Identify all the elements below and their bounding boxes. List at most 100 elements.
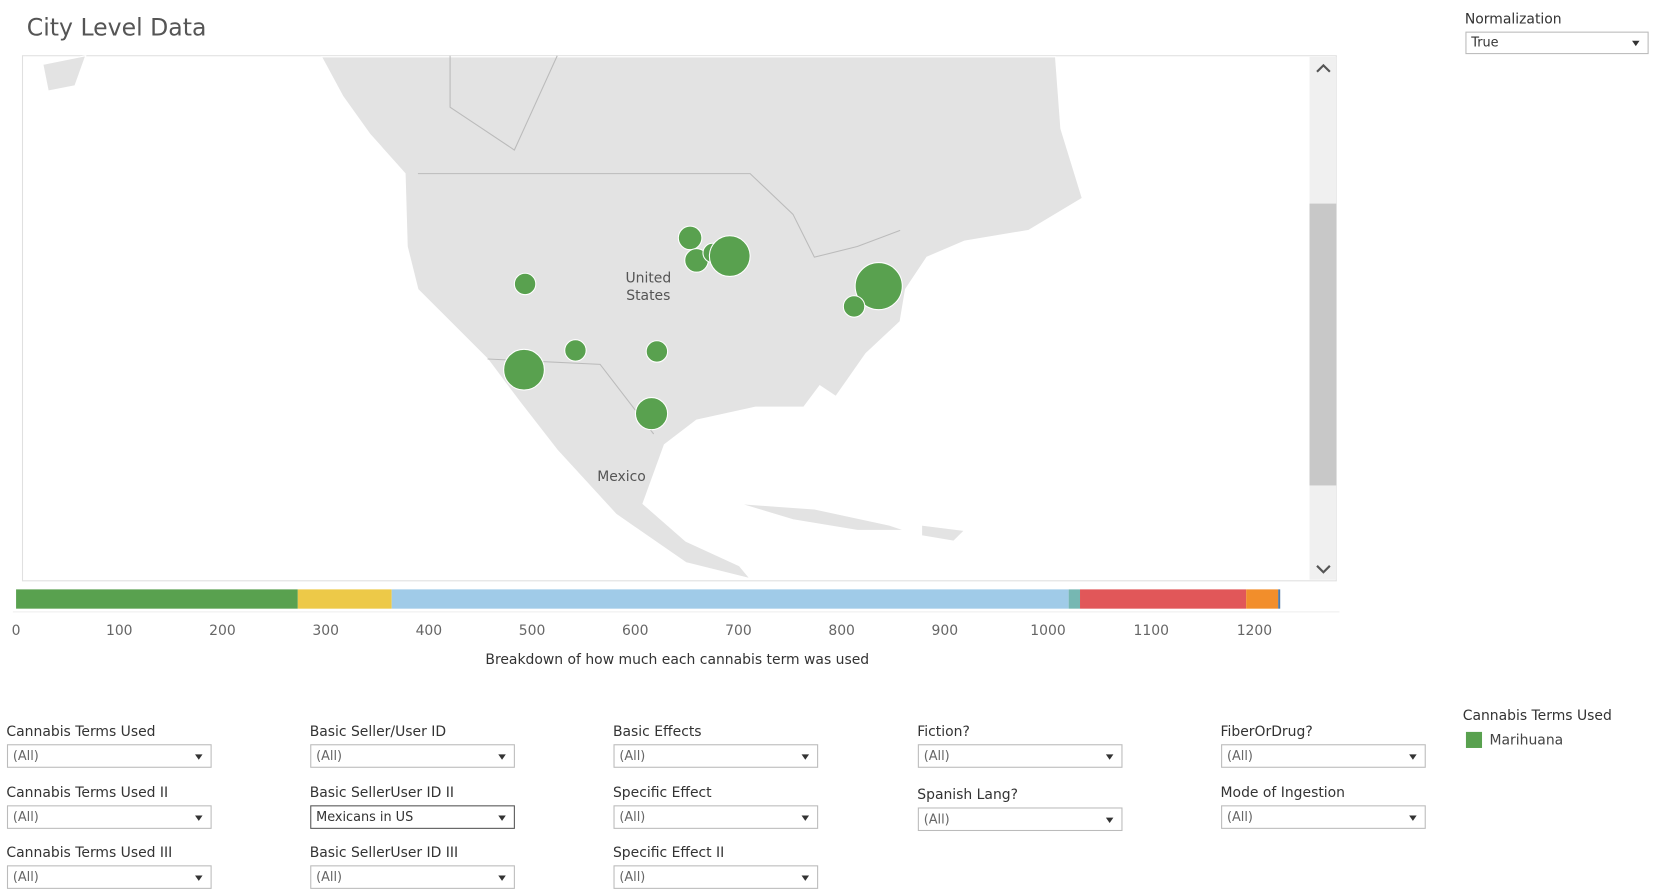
parameter-value: True <box>1470 35 1498 50</box>
dropdown-arrow <box>1632 40 1640 47</box>
filter-dropdown[interactable] <box>613 865 819 889</box>
filter-value: (All) <box>13 810 39 825</box>
filter-value: (All) <box>619 810 645 825</box>
map-label: United <box>625 271 671 287</box>
map-label: States <box>626 288 670 304</box>
x-axis-title: Breakdown of how much each cannabis term… <box>485 652 869 668</box>
city-bubble[interactable] <box>503 348 545 391</box>
filter-value: (All) <box>316 870 342 885</box>
filter-dropdown[interactable] <box>917 807 1123 832</box>
dropdown-arrow <box>195 815 203 821</box>
dropdown-arrow <box>498 875 506 881</box>
filter-label: Fiction? <box>917 724 970 740</box>
filter-dropdown[interactable] <box>1221 805 1426 829</box>
filter-dropdown[interactable] <box>613 744 819 768</box>
dropdown-arrow <box>1409 815 1417 821</box>
x-tick-label: 700 <box>725 623 752 639</box>
x-tick-label: 200 <box>209 623 236 639</box>
bar-segment[interactable] <box>297 589 392 609</box>
x-tick-label: 1100 <box>1134 623 1169 639</box>
filter-label: Basic Effects <box>613 724 702 740</box>
filter-value: Mexicans in US <box>316 810 413 825</box>
bar-segment[interactable] <box>16 589 298 609</box>
scrollbar-thumb[interactable] <box>1309 203 1337 486</box>
filter-label: Basic Seller/User ID <box>310 724 446 740</box>
filter-label: Basic SellerUser ID II <box>310 785 454 801</box>
dropdown-arrow <box>1105 754 1114 760</box>
dropdown-arrow <box>195 754 203 760</box>
map-label: Mexico <box>597 469 646 485</box>
filter-label: Cannabis Terms Used <box>6 724 155 740</box>
dropdown-arrow <box>1409 754 1417 760</box>
filter-dropdown[interactable] <box>6 744 212 768</box>
dropdown-arrow <box>195 875 203 881</box>
filter-dropdown[interactable] <box>6 865 212 889</box>
bar-segment[interactable] <box>391 589 1069 609</box>
x-tick-label: 1200 <box>1237 623 1272 639</box>
filter-dropdown[interactable] <box>310 865 515 889</box>
dropdown-arrow <box>498 815 506 821</box>
filter-label: Mode of Ingestion <box>1221 785 1345 801</box>
filter-value: (All) <box>13 870 39 885</box>
dropdown-arrow <box>1105 817 1114 823</box>
dropdown-arrow <box>801 815 810 821</box>
x-tick-label: 1000 <box>1030 623 1065 639</box>
city-bubble[interactable] <box>634 397 669 431</box>
city-bubble[interactable] <box>564 339 587 362</box>
legend-title: Cannabis Terms Used <box>1463 708 1612 724</box>
filter-label: Cannabis Terms Used III <box>6 845 172 861</box>
filter-dropdown[interactable] <box>613 805 819 829</box>
city-bubbles <box>503 225 903 431</box>
filter-value: (All) <box>619 870 645 885</box>
filter-label: Basic SellerUser ID III <box>310 845 458 861</box>
legend-label: Marihuana <box>1490 732 1564 748</box>
bar-segment[interactable] <box>1278 589 1281 609</box>
city-bubble[interactable] <box>645 340 669 363</box>
scroll-down[interactable] <box>1316 565 1331 574</box>
filter-dropdown[interactable] <box>310 744 515 768</box>
city-bubble[interactable] <box>842 295 866 318</box>
filter-value: (All) <box>316 749 342 764</box>
x-tick-label: 500 <box>519 623 546 639</box>
title: City Level Data <box>27 13 207 41</box>
dropdown-arrow <box>801 754 810 760</box>
dropdown-arrow <box>498 754 506 760</box>
city-bubble[interactable] <box>854 262 903 311</box>
filter-value: (All) <box>1227 810 1253 825</box>
filter-value: (All) <box>1227 749 1253 764</box>
x-tick-label: 900 <box>932 623 959 639</box>
filter-label: Specific Effect <box>613 785 712 801</box>
x-tick-label: 800 <box>828 623 855 639</box>
filter-value: (All) <box>924 749 950 764</box>
x-tick-label: 400 <box>416 623 443 639</box>
filter-dropdown[interactable] <box>917 744 1123 768</box>
x-tick-label: 300 <box>312 623 339 639</box>
scroll-up[interactable] <box>1316 63 1331 73</box>
filter-label: Spanish Lang? <box>917 787 1018 803</box>
filter-dropdown[interactable] <box>1221 744 1426 768</box>
legend-swatch <box>1465 731 1483 748</box>
city-bubble[interactable] <box>513 272 537 296</box>
bar-segment[interactable] <box>1068 589 1081 609</box>
x-tick-label: 0 <box>12 623 21 639</box>
parameter-dropdown[interactable] <box>1465 31 1649 55</box>
filter-label: Specific Effect II <box>613 845 724 861</box>
filter-value: (All) <box>924 812 950 827</box>
filter-label: Cannabis Terms Used II <box>6 785 168 801</box>
map-land <box>42 55 1083 580</box>
filter-dropdown[interactable] <box>310 805 515 829</box>
city-bubble[interactable] <box>708 235 751 278</box>
filter-label: FiberOrDrug? <box>1221 724 1313 740</box>
bar-segment[interactable] <box>1080 589 1247 609</box>
filter-value: (All) <box>619 749 645 764</box>
filter-value: (All) <box>13 749 39 764</box>
parameter-label: Normalization <box>1465 11 1562 27</box>
x-tick-label: 100 <box>106 623 133 639</box>
filter-dropdown[interactable] <box>6 805 212 829</box>
city-bubble[interactable] <box>677 225 703 251</box>
x-tick-label: 600 <box>622 623 649 639</box>
dropdown-arrow <box>801 875 810 881</box>
bar-segment[interactable] <box>1246 589 1279 609</box>
